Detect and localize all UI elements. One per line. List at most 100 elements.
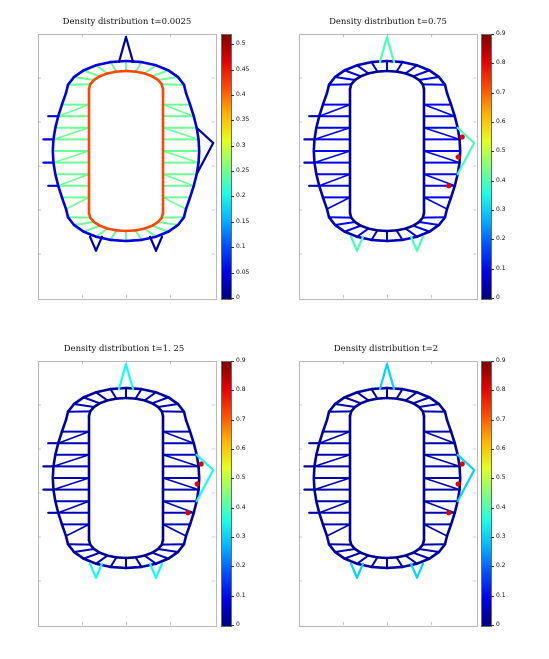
outer-ring: [184, 523, 192, 538]
outer-ring: [317, 184, 325, 199]
truss-member: [57, 430, 90, 444]
colorbar-tick-mark: [491, 239, 494, 241]
outer-ring: [315, 499, 321, 515]
truss-member: [318, 430, 351, 444]
outer-ring: [54, 172, 60, 188]
outer-ring: [94, 387, 112, 394]
outer-ring: [140, 60, 158, 67]
colorbar-tick-label: 0.7: [236, 415, 246, 423]
truss-member: [423, 103, 456, 117]
spike: [195, 141, 215, 176]
colorbar-tick-label: 0.2: [236, 562, 246, 570]
colorbar-tick-mark: [491, 268, 494, 270]
outer-ring: [343, 63, 359, 72]
outer-ring: [54, 114, 60, 130]
inner-ring: [124, 229, 137, 233]
colorbar-tick-mark: [491, 34, 494, 35]
colorbar-tick-label: 0.3: [496, 533, 506, 540]
hotspot: [185, 510, 191, 516]
truss-member: [418, 76, 440, 81]
outer-ring: [182, 83, 188, 95]
structure-plot: [37, 360, 216, 626]
inner-ring: [404, 72, 415, 78]
inner-ring: [367, 70, 379, 75]
hotspot: [459, 134, 465, 140]
inner-ring: [395, 397, 407, 402]
spike: [88, 235, 98, 252]
truss-member: [370, 229, 379, 241]
inner-ring: [115, 69, 128, 73]
inner-ring: [143, 72, 154, 78]
spike: [94, 235, 104, 252]
spike: [148, 562, 158, 579]
truss-member: [356, 227, 370, 238]
outer-ring: [60, 196, 68, 211]
outer-ring: [449, 184, 457, 199]
truss-member: [162, 196, 187, 210]
spike: [154, 562, 164, 579]
outer-ring: [355, 235, 373, 242]
outer-ring: [66, 215, 76, 227]
colorbar-tick-label: 0.25: [236, 167, 250, 175]
outer-ring: [313, 161, 318, 176]
truss-member: [423, 127, 461, 141]
hotspot: [455, 154, 461, 160]
colorbar-tick-mark: [491, 63, 494, 65]
outer-ring: [313, 453, 318, 468]
truss-member: [334, 221, 356, 226]
outer-ring: [325, 410, 331, 422]
spike: [124, 35, 135, 64]
inner-ring: [134, 227, 146, 232]
truss-member: [318, 173, 351, 187]
spike: [415, 235, 425, 252]
outer-ring: [312, 149, 316, 164]
inner-ring: [367, 397, 379, 402]
outer-ring: [443, 410, 449, 422]
inner-ring: [143, 399, 154, 405]
colorbar-tick-label: 0.1: [496, 591, 506, 599]
truss-member: [162, 150, 200, 164]
inner-ring: [359, 224, 370, 230]
truss-member: [370, 388, 379, 400]
truss-member: [313, 454, 351, 468]
outer-ring: [370, 565, 389, 570]
outer-ring: [64, 83, 70, 95]
colorbar-tick-mark: [231, 196, 234, 198]
truss-member: [109, 556, 118, 568]
outer-ring: [428, 550, 441, 560]
outer-ring: [385, 565, 404, 570]
colorbar-tick-mark: [491, 180, 494, 182]
colorbar-tick-mark: [231, 120, 234, 122]
outer-ring: [443, 207, 449, 219]
outer-ring: [343, 230, 359, 239]
colorbar-tick-mark: [231, 419, 234, 421]
truss-member: [73, 76, 95, 81]
colorbar-tick-mark: [491, 298, 494, 299]
inner-ring: [115, 556, 128, 560]
truss-member: [57, 500, 90, 514]
truss-member: [343, 69, 362, 78]
colorbar-tick-mark: [231, 221, 234, 223]
truss-member: [162, 103, 195, 117]
structure-plot: [298, 360, 477, 626]
outer-ring: [453, 172, 459, 188]
truss-member: [95, 554, 109, 565]
colorbar-tick-label: 0.5: [496, 474, 506, 482]
outer-ring: [415, 390, 431, 399]
inner-ring: [98, 551, 109, 557]
colorbar-tick-label: 0.2: [496, 235, 506, 243]
colorbar-tick-label: 0.6: [496, 445, 506, 452]
inner-ring: [134, 554, 146, 559]
outer-ring: [197, 138, 201, 153]
truss-member: [151, 551, 170, 560]
colorbar-tick-label: 0.5: [496, 147, 506, 155]
truss-member: [52, 150, 90, 164]
truss-member: [418, 403, 440, 408]
outer-ring: [321, 196, 329, 211]
outer-ring: [415, 63, 431, 72]
outer-ring: [154, 390, 170, 399]
colorbar-tick-label: 0.9: [496, 357, 506, 364]
outer-ring: [94, 60, 112, 67]
outer-ring: [60, 523, 68, 538]
colorbar-tick-mark: [231, 361, 234, 362]
